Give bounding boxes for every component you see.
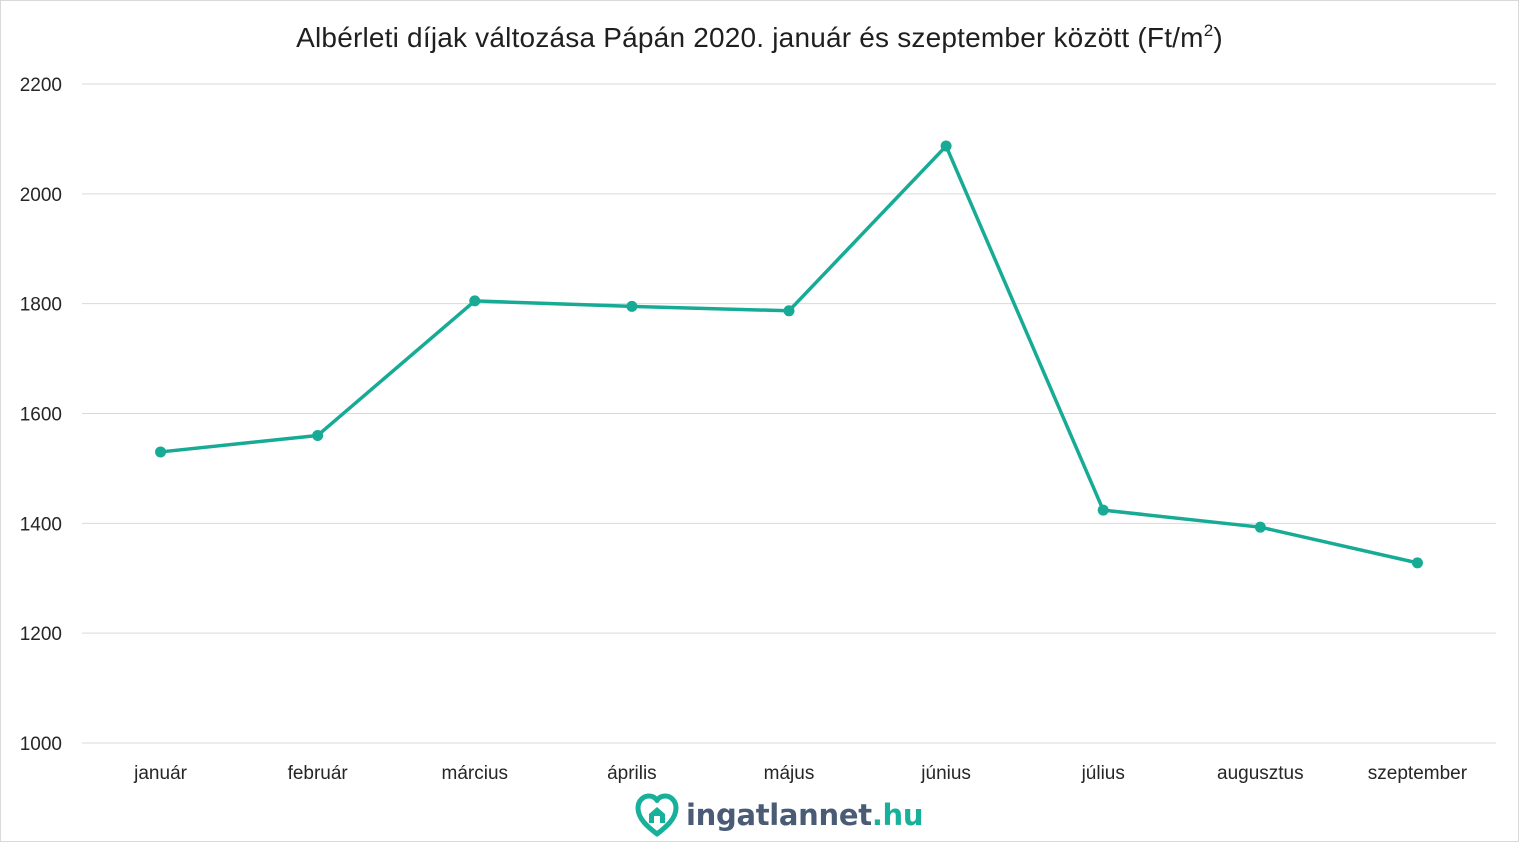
heart-house-icon: [635, 793, 679, 837]
data-point: [1411, 557, 1423, 569]
y-tick-label: 1600: [20, 405, 62, 426]
logo-wordmark: ingatlannet: [686, 798, 872, 832]
logo-tld: .hu: [871, 798, 924, 832]
y-tick-label: 1200: [20, 624, 62, 645]
x-tick-label: április: [607, 763, 657, 784]
x-tick-label: február: [288, 763, 349, 784]
x-tick-label: május: [764, 763, 815, 784]
y-tick-label: 1800: [20, 295, 62, 316]
data-point: [155, 446, 167, 458]
series-layer: [155, 140, 1423, 569]
chart-title-text: Albérleti díjak változása Pápán 2020. ja…: [296, 22, 1204, 53]
x-tick-label: március: [442, 763, 509, 784]
x-axis: január február március április május június jú…: [133, 763, 1468, 784]
x-tick-label: július: [1081, 763, 1125, 784]
series-line: [160, 144, 1418, 565]
y-tick-label: 2200: [20, 75, 62, 96]
data-point: [312, 429, 324, 441]
x-tick-label: június: [920, 763, 971, 784]
y-tick-label: 1400: [20, 514, 62, 535]
y-tick-label: 1000: [20, 734, 62, 755]
x-tick-label: szeptember: [1368, 763, 1468, 784]
data-point: [783, 305, 795, 317]
chart-title-superscript: 2: [1203, 21, 1214, 40]
data-point: [1097, 504, 1109, 516]
chart-title-closing: ): [1213, 22, 1223, 53]
data-point: [1254, 521, 1266, 533]
chart-title: Albérleti díjak változása Pápán 2020. ja…: [0, 22, 1519, 54]
data-point: [940, 140, 952, 152]
data-point: [469, 295, 481, 307]
y-axis: 1000 1200 1400 1600 1800 2000 2200: [20, 75, 62, 755]
brand-logo: ingatlannet.hu: [634, 790, 924, 840]
data-point: [626, 300, 638, 312]
x-tick-label: augusztus: [1217, 763, 1304, 784]
x-tick-label: január: [133, 763, 187, 784]
y-tick-label: 2000: [20, 185, 62, 206]
gridlines: [82, 83, 1496, 744]
